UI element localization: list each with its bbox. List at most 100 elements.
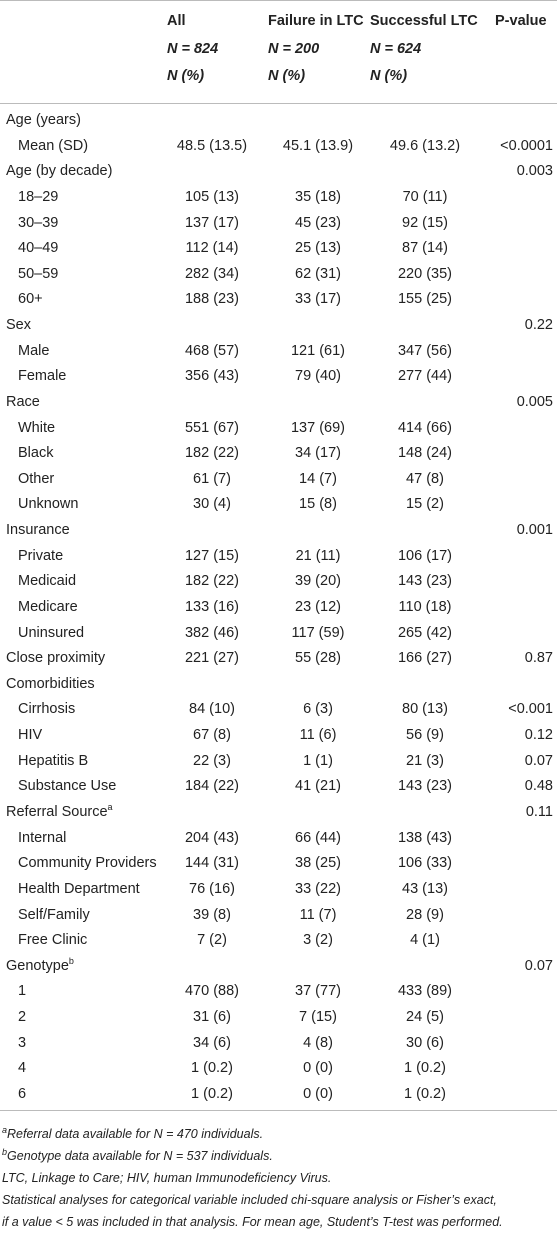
group-label: Age (years)	[6, 112, 81, 128]
footnote: if a value < 5 was included in that anal…	[2, 1214, 503, 1230]
row-label: Female	[18, 368, 67, 385]
cell: 143 (23)	[397, 573, 453, 590]
cell: 70 (11)	[402, 188, 448, 205]
cell: 182 (22)	[184, 445, 240, 462]
cell: 4 (8)	[303, 1034, 333, 1051]
row-label: Hepatitis B	[18, 752, 89, 769]
p-value: 0.48	[524, 778, 553, 795]
row-label: Uninsured	[18, 624, 85, 641]
cell: 22 (3)	[193, 752, 231, 769]
cell: 34 (6)	[193, 1034, 231, 1051]
row-label: 4	[18, 1060, 27, 1077]
footnote-text: Statistical analyses for categorical var…	[2, 1193, 497, 1207]
cell: 0 (0)	[303, 1060, 333, 1077]
footnote: aReferral data available for N = 470 ind…	[2, 1125, 264, 1142]
cell: 347 (56)	[397, 342, 453, 359]
cell: 7 (15)	[299, 1009, 337, 1026]
cell: 121 (61)	[290, 342, 346, 359]
p-value: 0.005	[516, 393, 553, 410]
cell: 182 (22)	[184, 573, 240, 590]
cell: 92 (15)	[402, 214, 448, 231]
footnote-text: if a value < 5 was included in that anal…	[2, 1215, 503, 1229]
cell: 11 (6)	[299, 727, 337, 744]
footnote-mark: b	[2, 1146, 8, 1157]
row-label: Private	[18, 547, 64, 564]
cell: 1 (0.2)	[191, 1060, 233, 1077]
cell: 137 (69)	[290, 419, 346, 436]
cell: 106 (17)	[397, 547, 453, 564]
p-value: 0.11	[525, 804, 553, 820]
cell: 28 (9)	[406, 906, 444, 923]
cell: 470 (88)	[184, 983, 240, 1000]
header-rule	[0, 103, 557, 104]
row-label: Health Department	[18, 880, 140, 897]
cell: 62 (31)	[295, 265, 341, 282]
cell: 14 (7)	[299, 470, 337, 487]
cell: 133 (16)	[184, 598, 240, 615]
column-header: P-value	[495, 13, 547, 29]
cell: 3 (2)	[303, 932, 333, 949]
cell: 15 (2)	[406, 496, 444, 513]
column-header: All	[167, 13, 186, 29]
cell: 30 (4)	[193, 496, 231, 513]
cell: 79 (40)	[295, 368, 341, 385]
cell: 55 (28)	[295, 650, 341, 667]
p-value: 0.07	[524, 957, 553, 974]
cell: 148 (24)	[397, 445, 453, 462]
cell: 41 (21)	[295, 778, 341, 795]
cell: 127 (15)	[184, 547, 240, 564]
cell: 1 (0.2)	[404, 1085, 446, 1102]
footnote-text: Referral data available for N = 470 indi…	[7, 1127, 264, 1141]
cell: 138 (43)	[397, 829, 453, 846]
cell: 4 (1)	[410, 932, 440, 949]
cell: 43 (13)	[402, 880, 448, 897]
cell: 37 (77)	[295, 983, 341, 1000]
cell: 143 (23)	[397, 778, 453, 795]
group-label: Comorbidities	[6, 675, 95, 692]
p-value: <0.0001	[500, 137, 553, 154]
p-value: 0.001	[516, 522, 553, 539]
row-label: 30–39	[18, 214, 59, 231]
cell: 39 (20)	[295, 573, 341, 590]
cell: 15 (8)	[299, 496, 337, 513]
row-label: Male	[18, 342, 50, 359]
row-label: Medicaid	[18, 573, 77, 590]
p-value: 0.12	[524, 727, 553, 744]
column-header: Failure in LTC	[268, 13, 364, 29]
cell: 67 (8)	[193, 727, 231, 744]
cell: 1 (0.2)	[404, 1060, 446, 1077]
cell: 30 (6)	[406, 1034, 444, 1051]
cell: 39 (8)	[193, 906, 231, 923]
cell: 76 (16)	[189, 880, 235, 897]
column-header: N = 624	[370, 41, 422, 57]
cell: 184 (22)	[184, 778, 240, 795]
row-label: Unknown	[18, 496, 79, 513]
cell: 49.6 (13.2)	[389, 137, 461, 154]
row-label: 40–49	[18, 240, 59, 257]
cell: 468 (57)	[184, 342, 240, 359]
p-value: 0.87	[524, 650, 553, 667]
cell: 45.1 (13.9)	[282, 137, 354, 154]
cell: 11 (7)	[299, 906, 337, 923]
p-value: 0.22	[524, 317, 553, 334]
p-value: <0.001	[508, 701, 553, 718]
row-label: Internal	[18, 829, 67, 846]
row-label: 6	[18, 1085, 27, 1102]
cell: 277 (44)	[397, 368, 453, 385]
cell: 144 (31)	[184, 855, 240, 872]
group-label: Age (by decade)	[6, 163, 113, 180]
bottom-rule	[0, 1110, 557, 1111]
column-header: N = 200	[268, 41, 320, 57]
cell: 110 (18)	[398, 598, 452, 615]
cell: 48.5 (13.5)	[176, 137, 248, 154]
row-label: 2	[18, 1009, 27, 1026]
cell: 31 (6)	[193, 1009, 231, 1026]
group-label: Close proximity	[6, 650, 106, 667]
row-label: Medicare	[18, 598, 78, 615]
group-label: Sex	[6, 317, 31, 334]
cell: 265 (42)	[397, 624, 453, 641]
cell: 7 (2)	[197, 932, 227, 949]
row-label: Black	[18, 445, 54, 462]
cell: 106 (33)	[397, 855, 453, 872]
cell: 220 (35)	[397, 265, 453, 282]
